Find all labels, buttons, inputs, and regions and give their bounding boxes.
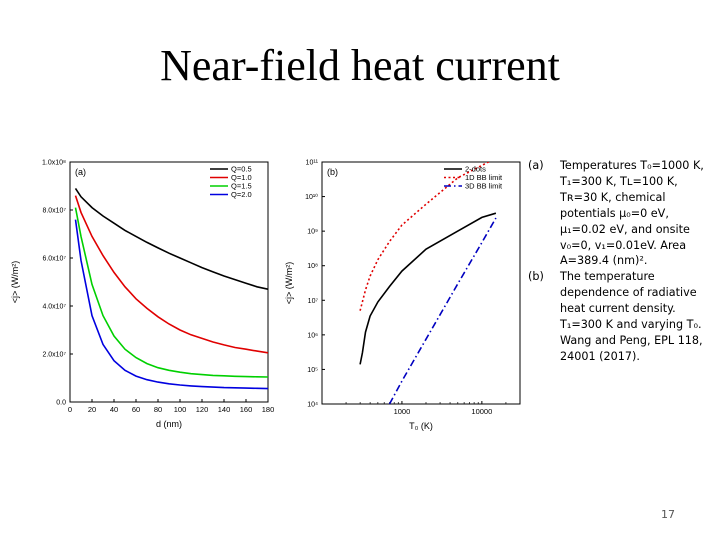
y-tick-label: 10⁷ — [308, 298, 319, 305]
y-tick-label: 10⁹ — [307, 229, 318, 236]
figure: 0 20 40 60 80 100 120 140 160 180 0.0 2.0x10⁷ 4.0x10… — [10, 160, 521, 431]
series-line-4 — [74, 219, 268, 390]
x-axis-label: d (nm) — [156, 419, 182, 429]
series-line-2 — [74, 195, 268, 354]
legend-label: Q=1.0 — [231, 173, 252, 182]
plot-frame — [69, 161, 269, 403]
caption-text: Temperatures T₀=1000 K, T₁=300 K, Tʟ=100… — [560, 159, 704, 268]
x-tick-label: 120 — [196, 405, 209, 414]
y-tick-label: 8.0x10⁷ — [42, 208, 66, 215]
series-line-3 — [388, 217, 497, 404]
caption-label: (b) — [528, 270, 544, 284]
caption: (a) Temperatures T₀=1000 K, T₁=300 K, Tʟ… — [528, 158, 714, 365]
series-line-3 — [74, 207, 268, 378]
x-tick-label: 160 — [240, 405, 253, 414]
caption-label: (a) — [528, 159, 544, 172]
y-axis-label: <j> (W/m²) — [10, 261, 20, 304]
panel-label: (a) — [75, 167, 86, 177]
plot-frame — [321, 161, 521, 405]
y-tick-label: 4.0x10⁷ — [42, 304, 66, 311]
chart-panel-b: 1000 10000 10⁴ 10⁵ 10⁶ 10⁷ 10⁸ 10⁹ 10¹⁰ 10¹¹ T₀ (K… — [284, 160, 521, 431]
caption-item-a: (a) Temperatures T₀=1000 K, T₁=300 K, Tʟ… — [528, 158, 714, 269]
legend-label: 3D BB limit — [465, 182, 503, 191]
legend-label: 2-dots — [465, 165, 486, 174]
y-tick-label: 10¹⁰ — [305, 193, 318, 201]
legend-label: 1D BB limit — [465, 173, 503, 182]
y-tick-label: 10⁵ — [307, 367, 318, 374]
x-tick-label: 10000 — [471, 407, 492, 416]
x-tick-label: 1000 — [394, 407, 411, 416]
x-tick-label: 40 — [110, 405, 118, 414]
slide-number: 17 — [661, 508, 675, 521]
legend-label: Q=2.0 — [231, 190, 252, 199]
x-axis-label: T₀ (K) — [409, 421, 433, 431]
y-tick-label: 10⁸ — [307, 263, 318, 270]
caption-text: The temperature dependence of radiative … — [560, 270, 703, 363]
y-tick-label: 6.0x10⁷ — [42, 256, 66, 263]
series-line-2 — [359, 162, 491, 311]
y-tick-label: 2.0x10⁷ — [42, 352, 66, 359]
slide-title: Near-field heat current — [160, 41, 560, 90]
x-tick-label: 20 — [88, 405, 96, 414]
series-line-1 — [359, 212, 497, 365]
y-tick-label: 10⁶ — [307, 332, 318, 339]
x-tick-label: 80 — [154, 405, 162, 414]
chart-panel-a: 0 20 40 60 80 100 120 140 160 180 0.0 2.0x10⁷ 4.0x10… — [10, 160, 274, 430]
x-tick-label: 60 — [132, 405, 140, 414]
y-tick-label: 10¹¹ — [306, 160, 319, 167]
x-tick-label: 180 — [262, 405, 275, 414]
y-axis-label: <j> (W/m²) — [284, 262, 294, 305]
series-line-1 — [74, 187, 268, 290]
legend-label: Q=0.5 — [231, 165, 252, 174]
panel-label: (b) — [327, 167, 338, 177]
x-tick-label: 0 — [68, 405, 72, 414]
x-tick-label: 100 — [174, 405, 187, 414]
y-tick-label: 1.0x10⁸ — [42, 160, 66, 167]
x-tick-label: 140 — [218, 405, 231, 414]
y-tick-label: 10⁴ — [307, 402, 318, 409]
legend-label: Q=1.5 — [231, 182, 252, 191]
caption-item-b: (b) The temperature dependence of radiat… — [528, 269, 714, 364]
y-tick-label: 0.0 — [56, 400, 66, 407]
